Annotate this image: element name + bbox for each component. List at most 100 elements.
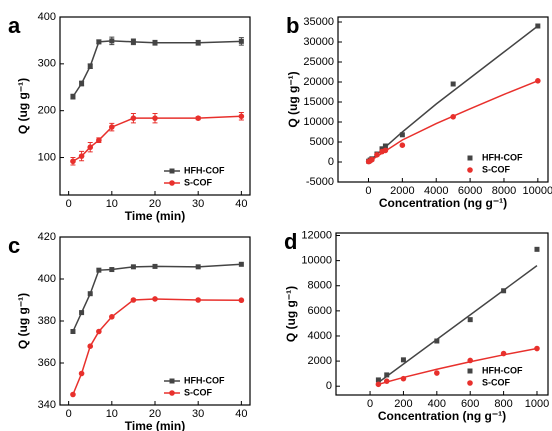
data-point <box>195 115 201 121</box>
data-point <box>238 261 244 267</box>
data-point <box>109 38 115 44</box>
data-point <box>152 296 158 302</box>
data-point <box>70 391 76 398</box>
data-point <box>467 317 473 323</box>
y-tick-label: 400 <box>38 273 56 285</box>
y-tick-label: 0 <box>328 156 334 168</box>
data-point <box>375 377 381 383</box>
y-tick-label: 8000 <box>308 280 332 292</box>
y-tick-label: 400 <box>38 11 56 23</box>
x-tick-label: 600 <box>461 398 479 410</box>
data-point <box>375 381 382 388</box>
y-tick-label: 200 <box>38 105 56 117</box>
y-tick-label: 30000 <box>303 36 334 48</box>
data-point <box>379 146 385 152</box>
data-point <box>96 328 102 335</box>
data-point <box>195 297 201 303</box>
plot-frame <box>335 232 549 396</box>
x-tick-label: 20 <box>149 198 161 210</box>
data-point <box>450 81 456 87</box>
x-tick-label: 0 <box>365 185 371 197</box>
data-point <box>399 132 405 138</box>
y-tick-label: 420 <box>38 231 56 243</box>
data-point <box>87 343 94 350</box>
legend-marker <box>169 390 175 396</box>
data-point <box>130 264 136 270</box>
x-tick-label: 800 <box>494 398 512 410</box>
x-axis-label: Concentration (ng g⁻¹) <box>379 196 507 210</box>
data-point <box>434 338 440 344</box>
legend-marker <box>169 168 175 174</box>
data-point <box>382 143 388 149</box>
y-tick-label: 10000 <box>301 255 332 267</box>
legend-marker <box>169 180 175 186</box>
legend-label: S-COF <box>184 177 213 187</box>
y-tick-label: 20000 <box>303 76 334 88</box>
data-point <box>152 40 158 46</box>
legend-label: HFH-COF <box>184 165 225 175</box>
data-point <box>501 288 507 294</box>
data-point <box>130 115 137 121</box>
data-point <box>109 314 115 320</box>
data-point <box>109 124 115 130</box>
data-point <box>500 350 507 357</box>
data-point <box>130 39 136 45</box>
data-point <box>450 114 456 120</box>
legend-marker <box>169 378 175 384</box>
y-tick-label: 380 <box>38 315 56 327</box>
panel-label: d <box>284 229 297 254</box>
data-point <box>383 378 390 384</box>
legend-label: HFH-COF <box>184 375 225 385</box>
data-point <box>384 372 390 378</box>
y-tick-label: 360 <box>38 357 56 369</box>
panel-label: a <box>8 13 21 38</box>
series-line <box>72 40 242 98</box>
legend-label: S-COF <box>184 387 213 397</box>
fit-line <box>368 80 539 163</box>
data-point <box>96 39 102 45</box>
legend-marker <box>467 167 473 173</box>
legend-label: HFH-COF <box>482 365 523 375</box>
data-point <box>152 263 158 269</box>
data-point <box>78 370 85 377</box>
y-axis-label: Q (ug g⁻¹) <box>284 286 298 342</box>
y-tick-label: 6000 <box>308 305 332 317</box>
data-point <box>195 264 201 270</box>
fit-line <box>377 265 538 384</box>
legend-marker <box>467 380 473 386</box>
data-point <box>152 115 158 121</box>
plot-frame <box>337 16 549 183</box>
data-point <box>535 78 541 84</box>
data-point <box>238 113 245 120</box>
x-tick-label: 2000 <box>390 185 414 197</box>
x-tick-label: 30 <box>192 408 204 420</box>
legend-label: S-COF <box>482 164 511 174</box>
x-tick-label: 0 <box>66 198 72 210</box>
y-tick-label: 4000 <box>308 330 332 342</box>
data-point <box>109 267 115 273</box>
y-tick-label: 100 <box>38 151 56 163</box>
data-point <box>130 297 137 303</box>
data-point <box>70 329 76 334</box>
data-point <box>87 144 94 151</box>
data-point <box>195 40 201 46</box>
data-point <box>535 23 541 29</box>
x-tick-label: 0 <box>367 398 373 410</box>
y-axis-label: Q (ug g⁻¹) <box>16 293 30 349</box>
x-tick-label: 40 <box>235 198 247 210</box>
x-tick-label: 1000 <box>525 398 549 410</box>
fit-line <box>378 347 538 386</box>
y-tick-label: -5000 <box>306 176 334 188</box>
x-tick-label: 0 <box>66 408 72 420</box>
data-point <box>238 297 245 304</box>
y-tick-label: 5000 <box>310 136 334 148</box>
panel-label: b <box>286 13 299 38</box>
y-tick-label: 300 <box>38 58 56 70</box>
x-tick-label: 20 <box>149 408 161 420</box>
data-point <box>400 375 407 382</box>
legend-marker <box>467 368 473 374</box>
data-point <box>87 291 93 297</box>
x-axis-label: Time (min) <box>125 209 185 223</box>
x-tick-label: 200 <box>394 398 412 410</box>
